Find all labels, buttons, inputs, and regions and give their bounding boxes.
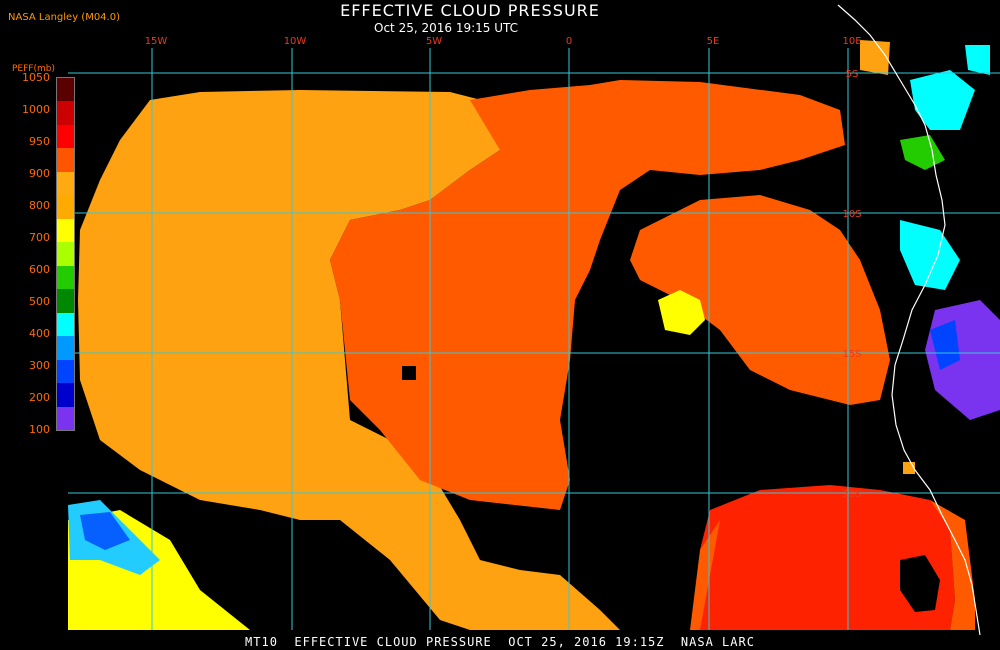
legend-label: 200	[29, 391, 50, 404]
lat-label-15s: 15S	[842, 349, 861, 360]
lon-label-0: 0	[566, 36, 572, 47]
legend-label: 800	[29, 199, 50, 212]
legend-color-bar	[56, 77, 75, 431]
legend-swatch	[57, 101, 74, 125]
cloud-region-400mb-east-2	[900, 220, 960, 290]
cloud-region-300mb-east	[930, 320, 960, 370]
legend-label: 300	[29, 359, 50, 372]
latitude-labels: 5S 10S 15S 20S	[842, 69, 861, 500]
legend-labels: 1050 1000 950 900 850 800 700 600 500 40…	[0, 71, 52, 436]
lon-label-5w: 5W	[426, 36, 442, 47]
missing-data-box	[402, 366, 416, 380]
legend-swatch	[57, 242, 74, 266]
legend-swatch	[57, 78, 74, 102]
legend-label: 400	[29, 327, 50, 340]
legend-swatch	[57, 312, 74, 337]
cloud-region-400mb-far-east	[965, 45, 990, 75]
cloud-region-700mb-yellow	[658, 290, 705, 335]
latlon-grid	[68, 48, 1000, 630]
page-title: EFFECTIVE CLOUD PRESSURE	[340, 1, 600, 20]
lat-label-5s: 5S	[846, 69, 859, 80]
legend-label: 700	[29, 231, 50, 244]
legend-swatch	[57, 359, 74, 384]
cloud-region-300mb-southwest	[80, 512, 130, 550]
clear-sky-patch	[900, 555, 940, 612]
source-label: NASA Langley (M04.0)	[8, 12, 120, 23]
footer-caption: MT10 EFFECTIVE CLOUD PRESSURE OCT 25, 20…	[245, 635, 755, 649]
legend-label: 950	[29, 135, 50, 148]
legend-swatch	[57, 195, 74, 219]
cloud-region-850mb-west	[78, 90, 620, 630]
legend-swatch	[57, 124, 74, 149]
legend-swatch	[57, 383, 74, 407]
coastline	[837, 4, 981, 636]
cloud-region-850mb-northeast	[860, 40, 890, 75]
datetime-label: Oct 25, 2016 19:15 UTC	[374, 21, 518, 35]
legend-label: 600	[29, 263, 50, 276]
cloud-region-400mb-east	[910, 70, 975, 130]
legend-swatch	[57, 289, 74, 313]
legend-swatch	[57, 171, 74, 196]
lat-label-10s: 10S	[842, 209, 861, 220]
cloud-fleck	[903, 462, 915, 474]
lon-label-15w: 15W	[145, 36, 168, 47]
legend-swatch	[57, 218, 74, 243]
legend-label: 900	[29, 167, 50, 180]
longitude-labels: 15W 10W 5W 0 5E 10E	[145, 36, 862, 47]
lon-label-5e: 5E	[707, 36, 720, 47]
legend-label: 1050	[22, 71, 50, 84]
legend-label: 1000	[22, 103, 50, 116]
legend-label: 500	[29, 295, 50, 308]
legend-swatch	[57, 336, 74, 360]
legend-swatch	[57, 265, 74, 290]
lat-label-20s: 20S	[842, 489, 861, 500]
lon-label-10w: 10W	[284, 36, 307, 47]
cloud-region-900mb-central	[330, 80, 845, 510]
lon-label-10e: 10E	[842, 36, 861, 47]
cloud-region-950mb-southeast	[700, 485, 955, 630]
legend-label: 100	[29, 423, 50, 436]
legend-unit-label: PEFF(mb)	[12, 64, 55, 74]
legend-swatch	[57, 148, 74, 172]
legend-swatch	[57, 406, 74, 431]
cloud-region-900mb-southeast-fringe	[690, 500, 975, 630]
